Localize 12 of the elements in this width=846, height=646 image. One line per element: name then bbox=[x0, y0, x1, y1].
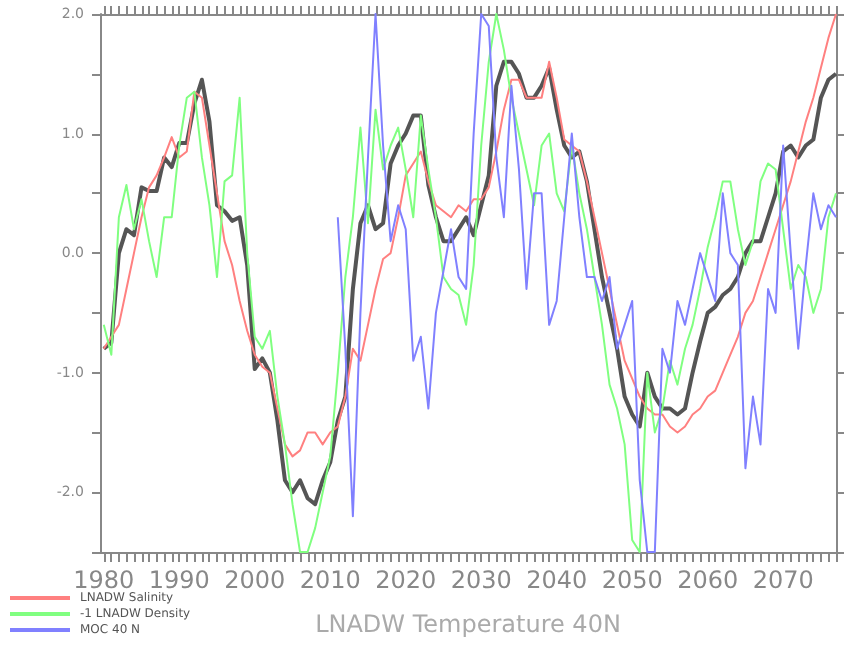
x-tick-label: 2010 bbox=[299, 566, 361, 594]
x-tick-label: 2020 bbox=[375, 566, 437, 594]
x-tick-label: 2050 bbox=[601, 566, 663, 594]
x-tick-label: 2040 bbox=[526, 566, 588, 594]
x-tick-label: 2060 bbox=[677, 566, 739, 594]
x-axis-title: LNADW Temperature 40N bbox=[315, 610, 621, 638]
x-tick-label: 1990 bbox=[148, 566, 210, 594]
x-tick-label: 1980 bbox=[73, 566, 135, 594]
line-series bbox=[101, 59, 838, 507]
x-tick-label: 2030 bbox=[450, 566, 512, 594]
x-tick-label: 2070 bbox=[752, 566, 814, 594]
x-tick-label: 2000 bbox=[224, 566, 286, 594]
